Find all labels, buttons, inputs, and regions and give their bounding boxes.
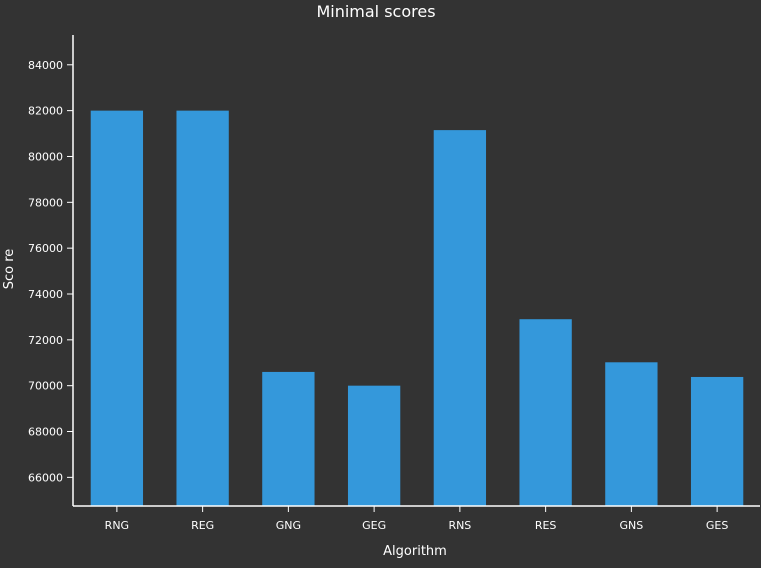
y-tick-label: 68000 — [28, 426, 63, 439]
bar-rns — [433, 130, 487, 506]
bar-gns — [605, 362, 658, 506]
x-axis-ticks: RNG REG GNG GEG RNS RES GNS GES — [105, 506, 728, 532]
chart-title: Minimal scores — [316, 2, 435, 21]
y-axis-label: Sco re — [2, 249, 17, 290]
x-axis-label: Algorithm — [383, 544, 447, 559]
bar-gng — [262, 371, 315, 506]
bars — [90, 110, 744, 506]
x-tick-label: GES — [706, 519, 728, 532]
x-tick-label: GEG — [362, 519, 386, 532]
bar-ges — [690, 376, 744, 506]
y-tick-label: 66000 — [28, 471, 63, 484]
x-tick-label: GNG — [276, 519, 301, 532]
y-tick-label: 84000 — [28, 59, 63, 72]
y-axis-ticks: 66000 68000 70000 72000 74000 76000 78000 80000… — [28, 59, 73, 484]
bar-reg — [176, 110, 229, 506]
bar-res — [519, 319, 572, 506]
y-tick-label: 80000 — [28, 150, 63, 163]
bar-rng — [90, 110, 144, 506]
y-tick-label: 74000 — [28, 288, 63, 301]
y-tick-label: 76000 — [28, 242, 63, 255]
y-tick-label: 82000 — [28, 105, 63, 118]
y-tick-label: 72000 — [28, 334, 63, 347]
x-tick-label: GNS — [620, 519, 644, 532]
x-tick-label: REG — [191, 519, 214, 532]
bar-geg — [347, 385, 401, 506]
y-tick-label: 70000 — [28, 380, 63, 393]
x-tick-label: RNG — [105, 519, 129, 532]
x-tick-label: RNS — [448, 519, 471, 532]
x-tick-label: RES — [535, 519, 557, 532]
y-tick-label: 78000 — [28, 196, 63, 209]
